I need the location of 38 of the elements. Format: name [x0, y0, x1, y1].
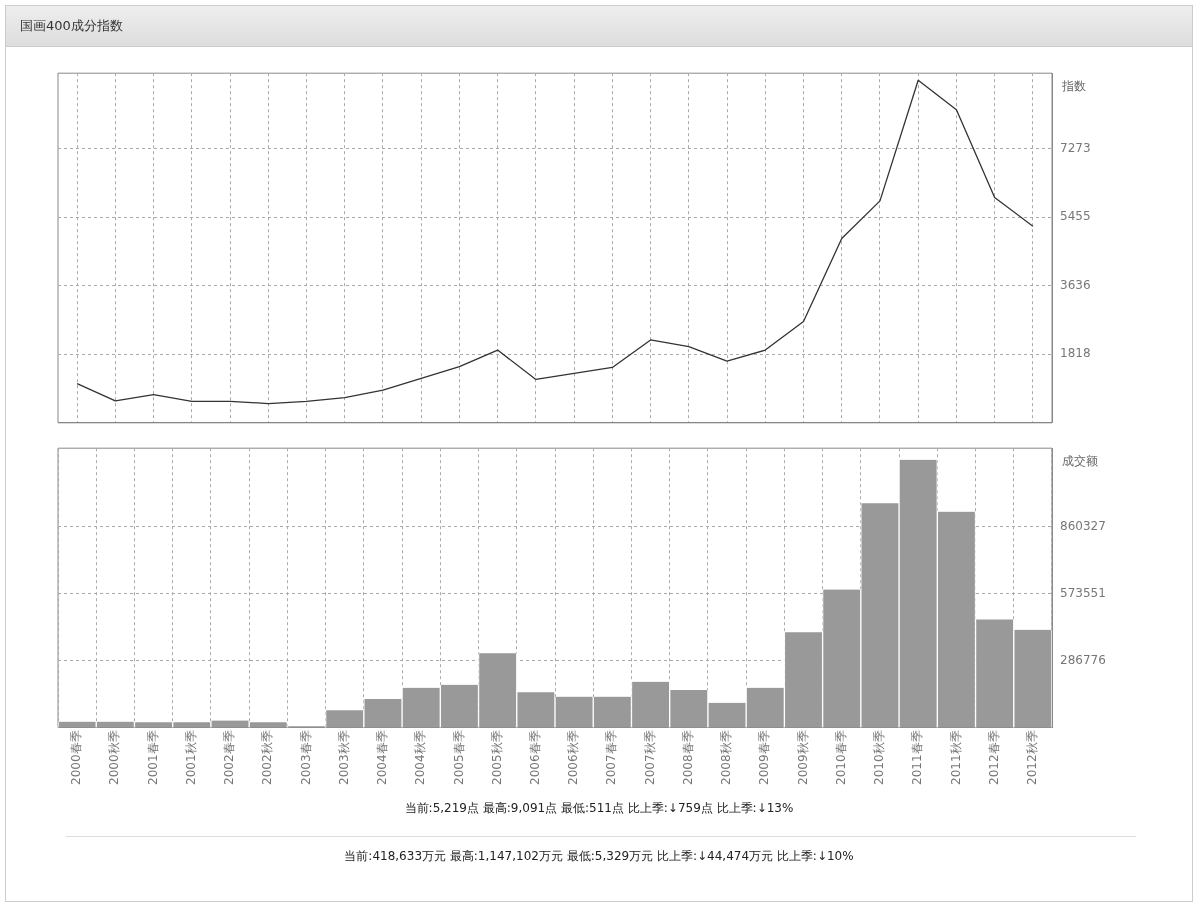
y-axis-title: 指数	[1061, 79, 1086, 94]
x-tick-label: 2012秋季	[1025, 730, 1040, 786]
y-axis-title: 成交额	[1062, 454, 1098, 469]
y-tick-label: 7273	[1060, 140, 1091, 155]
x-tick-label: 2011春季	[910, 730, 925, 786]
x-tick-label: 2002秋季	[260, 730, 275, 786]
text: 当前:418,633万元 最高:1,147,102万元 最低:5,329万元 比上季:↓44,474万元 比上季:↓10%	[343, 848, 855, 865]
x-tick-label: 2002春季	[222, 730, 237, 786]
chart-title: 国画400成分指数	[6, 6, 1192, 47]
text: 当前:5,219点 最高:9,091点 最低:511点 比上季:↓759点 比上季:↓13%	[403, 800, 795, 817]
x-tick-label: 2010秋季	[872, 730, 887, 786]
x-tick-label: 2003秋季	[336, 730, 351, 786]
y-tick-label: 1818	[1060, 346, 1091, 361]
x-tick-label: 2004秋季	[413, 730, 428, 786]
x-tick-label: 2005春季	[451, 730, 466, 786]
x-tick-label: 2001秋季	[183, 730, 198, 786]
y-tick-label: 5455	[1060, 209, 1091, 224]
x-tick-label: 2009秋季	[795, 730, 810, 786]
x-tick-label: 2000春季	[69, 730, 84, 786]
x-tick-label: 2005秋季	[489, 730, 504, 786]
x-tick-label: 2008春季	[680, 730, 695, 786]
y-tick-label: 573551	[1060, 585, 1106, 600]
x-tick-label: 2012春季	[986, 730, 1001, 786]
y-tick-label: 860327	[1060, 518, 1106, 533]
x-tick-label: 2008秋季	[719, 730, 734, 786]
x-tick-label: 2007秋季	[642, 730, 657, 786]
x-tick-label: 2011秋季	[948, 730, 963, 786]
x-tick-label: 2006秋季	[566, 730, 581, 786]
y-tick-label: 286776	[1060, 652, 1106, 667]
x-tick-label: 2004春季	[375, 730, 390, 786]
x-tick-label: 2000秋季	[107, 730, 122, 786]
x-tick-label: 2010春季	[833, 730, 848, 786]
x-tick-label: 2003春季	[298, 730, 313, 786]
x-tick-label: 2006春季	[528, 730, 543, 786]
y-tick-label: 3636	[1060, 277, 1091, 292]
x-tick-label: 2009春季	[757, 730, 772, 786]
x-tick-label: 2007春季	[604, 730, 619, 786]
x-tick-label: 2001春季	[145, 730, 160, 786]
